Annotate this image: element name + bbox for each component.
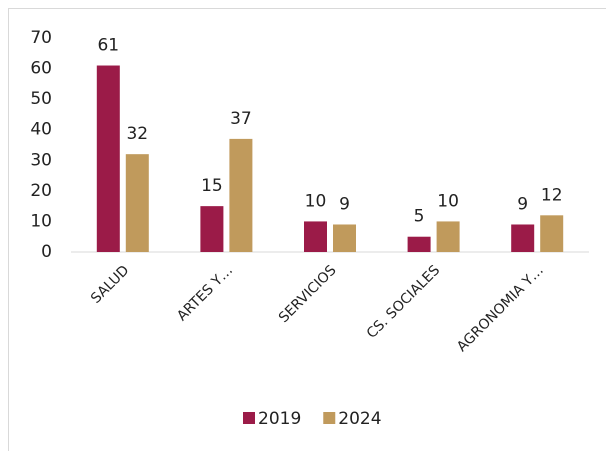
x-tick-label: AGRONOMIA Y… xyxy=(454,262,547,355)
x-tick-label: CS. SOCIALES xyxy=(364,262,444,342)
x-tick-label: SERVICIOS xyxy=(276,262,340,326)
chart-border xyxy=(8,8,606,451)
x-tick-label: SALUD xyxy=(88,262,132,306)
data-label: 37 xyxy=(230,109,252,129)
data-label: 9 xyxy=(339,194,350,214)
data-label: 10 xyxy=(437,191,459,211)
data-label: 15 xyxy=(201,176,223,196)
legend-swatch xyxy=(243,412,255,424)
y-tick-label: 30 xyxy=(30,150,52,170)
data-label: 61 xyxy=(97,36,119,56)
bar xyxy=(200,206,224,252)
y-tick-label: 50 xyxy=(30,89,52,109)
y-tick-label: 70 xyxy=(30,28,52,48)
y-tick-label: 40 xyxy=(30,120,52,140)
bar xyxy=(436,221,460,252)
bar xyxy=(125,154,149,252)
legend-swatch xyxy=(323,412,336,424)
bar xyxy=(229,138,253,252)
data-label: 9 xyxy=(517,194,528,214)
bar xyxy=(511,224,535,252)
data-label: 12 xyxy=(541,185,563,205)
bar xyxy=(540,215,564,252)
legend-label: 2019 xyxy=(258,409,301,429)
legend-label: 2024 xyxy=(338,409,381,429)
bar xyxy=(96,65,120,252)
x-tick-label: ARTES Y… xyxy=(174,262,236,324)
y-tick-label: 20 xyxy=(30,181,52,201)
data-label: 10 xyxy=(305,191,327,211)
y-tick-label: 0 xyxy=(41,242,52,262)
data-label: 32 xyxy=(126,124,148,144)
data-label: 5 xyxy=(414,207,425,227)
y-tick-label: 10 xyxy=(30,211,52,231)
bar xyxy=(304,221,327,252)
y-tick-label: 60 xyxy=(30,59,52,79)
bar xyxy=(407,236,431,252)
bar xyxy=(333,224,356,252)
